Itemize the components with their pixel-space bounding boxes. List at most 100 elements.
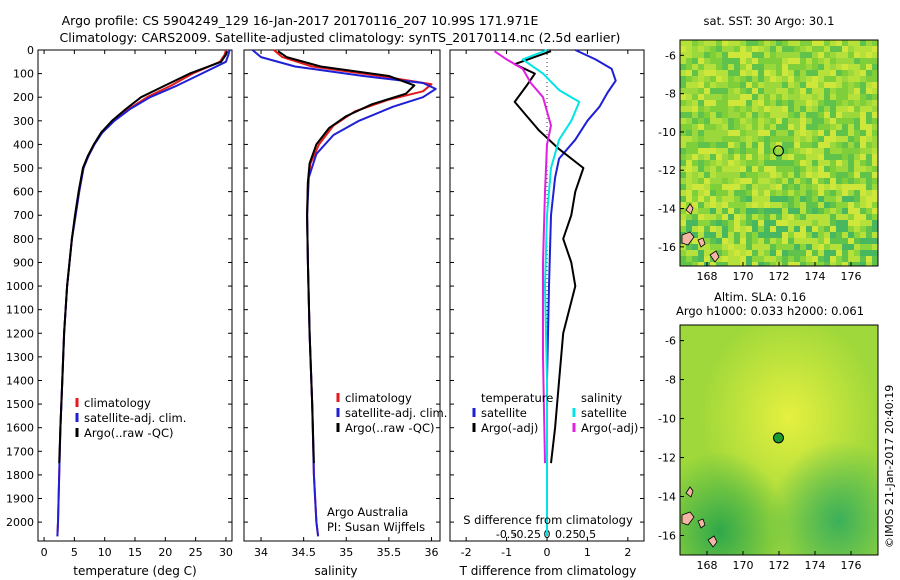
- sst-cell: [758, 262, 764, 266]
- sst-cell: [872, 52, 878, 58]
- sst-cell: [752, 94, 758, 100]
- sst-cell: [764, 172, 770, 178]
- sst-cell: [770, 208, 776, 214]
- sst-cell: [764, 202, 770, 208]
- sst-cell: [734, 202, 740, 208]
- sst-cell: [728, 76, 734, 82]
- lon-tick-label: 174: [805, 559, 826, 572]
- sst-cell: [764, 136, 770, 142]
- sst-cell: [824, 94, 830, 100]
- sst-cell: [692, 70, 698, 76]
- sst-cell: [788, 64, 794, 70]
- sst-cell: [824, 70, 830, 76]
- sst-cell: [782, 262, 788, 266]
- sst-cell: [806, 226, 812, 232]
- sst-cell: [692, 148, 698, 154]
- sst-cell: [842, 106, 848, 112]
- sst-cell: [710, 160, 716, 166]
- sst-cell: [848, 178, 854, 184]
- sst-cell: [794, 136, 800, 142]
- sst-cell: [794, 106, 800, 112]
- sst-cell: [722, 124, 728, 130]
- sst-cell: [866, 118, 872, 124]
- sst-cell: [740, 40, 746, 46]
- sst-cell: [734, 214, 740, 220]
- sst-cell: [848, 64, 854, 70]
- sst-cell: [716, 196, 722, 202]
- sst-cell: [686, 124, 692, 130]
- sst-cell: [692, 106, 698, 112]
- sst-cell: [764, 232, 770, 238]
- sst-cell: [842, 178, 848, 184]
- sst-cell: [710, 238, 716, 244]
- sst-cell: [788, 136, 794, 142]
- sst-cell: [716, 262, 722, 266]
- sst-cell: [710, 58, 716, 64]
- sst-cell: [788, 40, 794, 46]
- sst-cell: [692, 178, 698, 184]
- lat-tick-label: -12: [658, 452, 676, 465]
- sst-cell: [740, 106, 746, 112]
- sst-cell: [740, 94, 746, 100]
- sst-cell: [770, 64, 776, 70]
- sst-cell: [698, 88, 704, 94]
- lat-tick-label: -8: [665, 88, 676, 101]
- sst-cell: [782, 106, 788, 112]
- sst-cell: [848, 88, 854, 94]
- sst-cell: [740, 46, 746, 52]
- sst-cell: [776, 142, 782, 148]
- sst-cell: [866, 94, 872, 100]
- x-tick-label: 10: [98, 546, 112, 559]
- sst-cell: [842, 148, 848, 154]
- sst-cell: [716, 100, 722, 106]
- sst-cell: [854, 88, 860, 94]
- sst-cell: [716, 166, 722, 172]
- sst-cell: [692, 160, 698, 166]
- sst-cell: [716, 82, 722, 88]
- sst-cell: [818, 190, 824, 196]
- sst-cell: [698, 106, 704, 112]
- sst-cell: [824, 226, 830, 232]
- sst-cell: [824, 112, 830, 118]
- sst-cell: [692, 184, 698, 190]
- sst-cell: [716, 112, 722, 118]
- sst-cell: [770, 130, 776, 136]
- sst-cell: [806, 76, 812, 82]
- sst-cell: [782, 46, 788, 52]
- sst-cell: [740, 244, 746, 250]
- sst-cell: [722, 178, 728, 184]
- series-satellite: [546, 49, 617, 537]
- sst-cell: [746, 154, 752, 160]
- sst-cell: [752, 142, 758, 148]
- sst-cell: [800, 100, 806, 106]
- sst-cell: [776, 166, 782, 172]
- sst-cell: [848, 136, 854, 142]
- sst-cell: [806, 58, 812, 64]
- sst-cell: [836, 214, 842, 220]
- sst-cell: [824, 214, 830, 220]
- sst-cell: [848, 70, 854, 76]
- sst-cell: [764, 94, 770, 100]
- sst-cell: [812, 226, 818, 232]
- sst-cell: [818, 88, 824, 94]
- depth-tick-label: 300: [13, 115, 34, 128]
- sst-cell: [860, 172, 866, 178]
- sst-cell: [734, 88, 740, 94]
- sst-cell: [746, 88, 752, 94]
- sst-cell: [806, 166, 812, 172]
- sst-cell: [680, 220, 686, 226]
- sst-cell: [698, 178, 704, 184]
- sst-cell: [764, 238, 770, 244]
- sst-cell: [830, 256, 836, 262]
- sst-cell: [788, 190, 794, 196]
- sst-cell: [692, 190, 698, 196]
- sst-cell: [818, 220, 824, 226]
- sst-cell: [830, 82, 836, 88]
- sst-cell: [824, 148, 830, 154]
- sst-cell: [812, 136, 818, 142]
- sst-cell: [764, 52, 770, 58]
- sst-cell: [830, 70, 836, 76]
- sst-cell: [866, 76, 872, 82]
- sst-cell: [794, 166, 800, 172]
- depth-tick-label: 1700: [6, 445, 34, 458]
